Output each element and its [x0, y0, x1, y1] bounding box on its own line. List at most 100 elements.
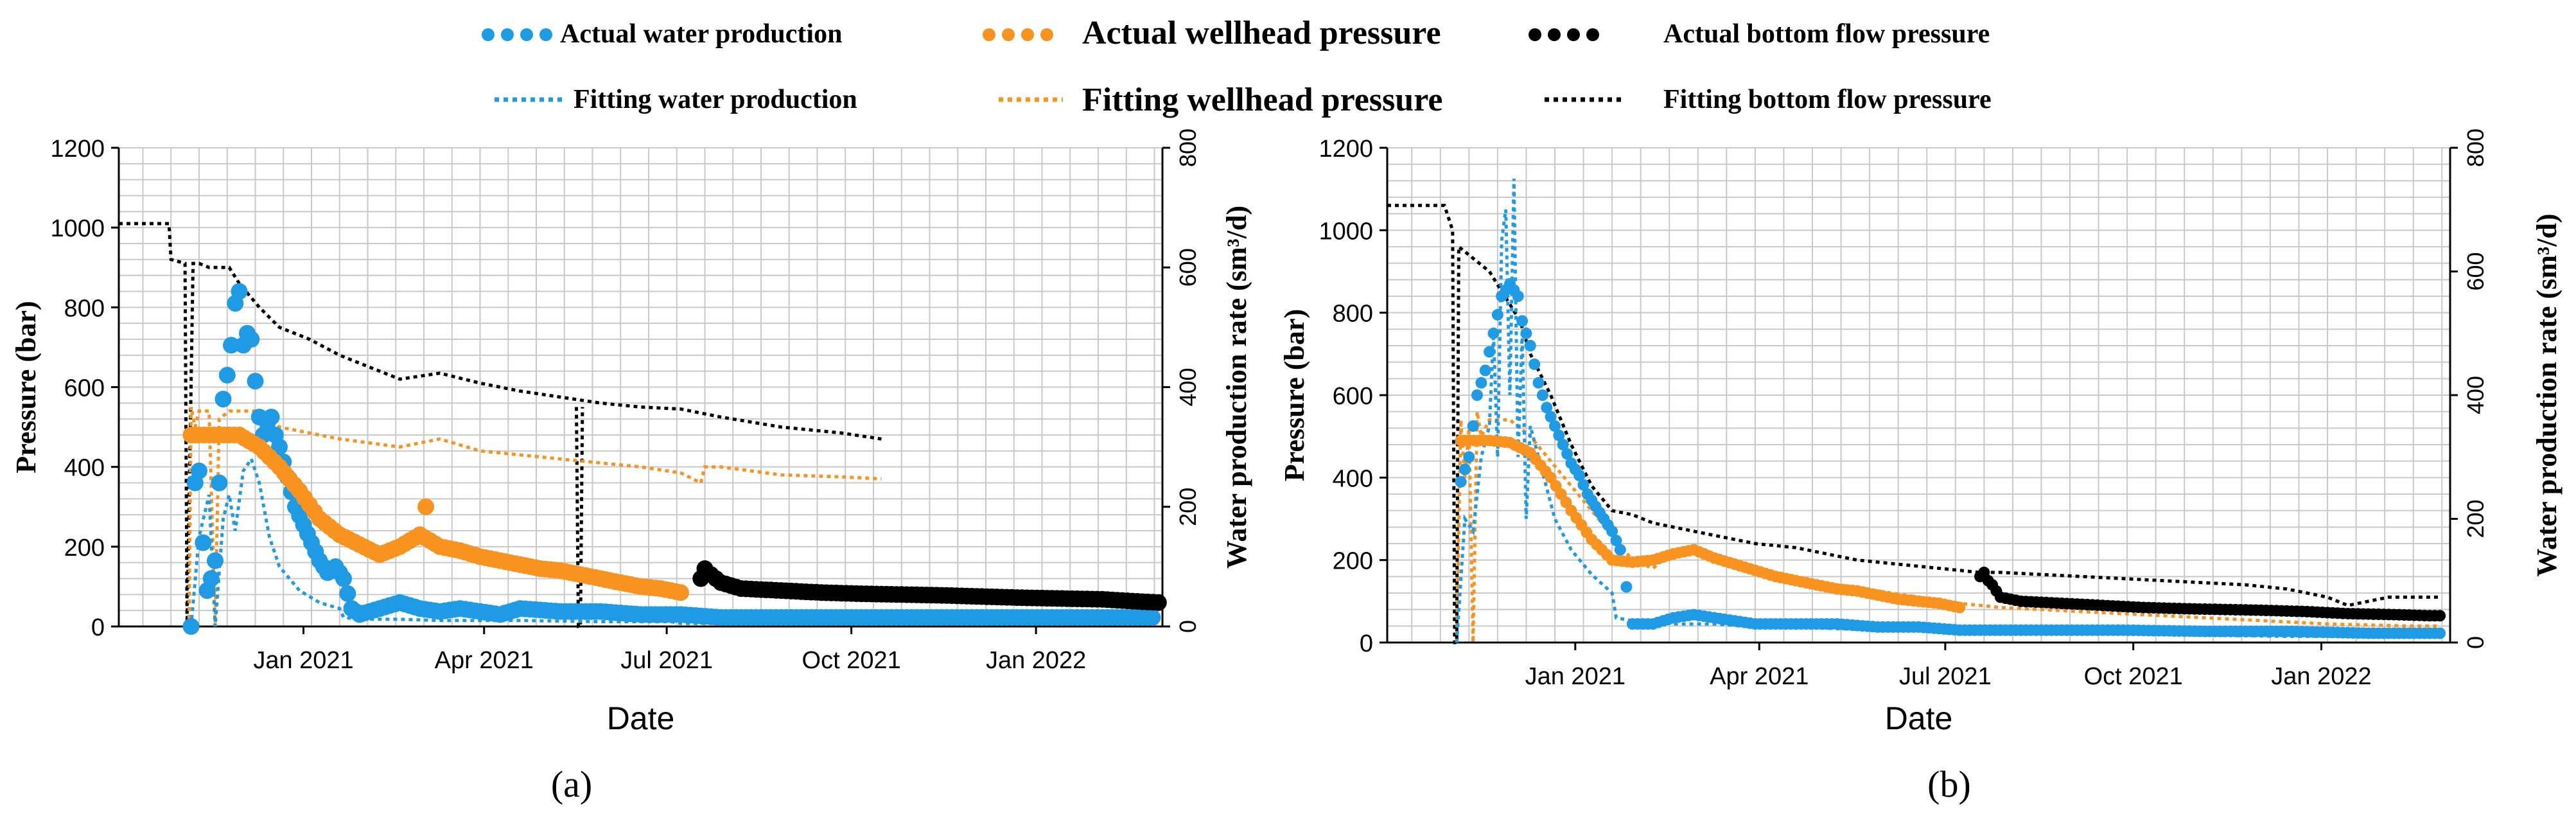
legend-dot-icon — [983, 28, 995, 41]
y-tick-label-left: 800 — [1333, 301, 1373, 328]
y-tick-label-left: 600 — [64, 375, 105, 402]
x-tick-label: Jul 2021 — [1899, 663, 1992, 690]
y-tick-label-left: 1000 — [50, 215, 105, 242]
series-line-fitting-bottom-flow-pressure — [1387, 204, 2440, 644]
legend-label: Actual water production — [560, 19, 842, 49]
data-point — [218, 366, 236, 384]
legend-dot-icon — [1548, 28, 1561, 41]
legend-dot-icon — [1567, 28, 1580, 41]
series-line-fitting-bottom-flow-pressure-spike — [575, 407, 584, 628]
data-point — [1536, 389, 1548, 401]
series-line-fitting-wellhead-pressure — [1455, 411, 2440, 643]
data-point — [1577, 479, 1590, 491]
series-group — [1387, 179, 2446, 644]
data-point — [1475, 377, 1487, 389]
series-points-actual-wellhead-pressure — [1455, 434, 1966, 614]
data-point — [1516, 315, 1529, 327]
data-point — [1545, 411, 1557, 423]
series-points-actual-water-production — [1455, 278, 2446, 639]
data-point — [1606, 525, 1618, 537]
data-point — [1561, 448, 1573, 460]
data-point — [1459, 463, 1471, 475]
data-point — [1491, 308, 1503, 321]
data-point — [1471, 389, 1483, 401]
data-point — [1555, 488, 1567, 500]
data-point — [195, 534, 212, 551]
series-points-actual-wellhead-pressure — [182, 427, 689, 601]
legend-item-actual-water: Actual water production — [482, 19, 842, 49]
data-point — [1545, 472, 1557, 484]
y-tick-label-left: 1200 — [1319, 136, 1373, 163]
y-tick-label-right: 200 — [1175, 488, 1201, 526]
y-tick-label-left: 400 — [1333, 465, 1373, 492]
y-axis-title-right: Water production rate (sm³/d) — [2531, 213, 2563, 576]
data-point — [1549, 420, 1561, 432]
legend-dot-icon — [539, 28, 552, 41]
data-point — [1560, 496, 1572, 508]
x-tick-label: Oct 2021 — [2084, 663, 2183, 690]
y-tick-label-right: 600 — [2462, 252, 2489, 290]
grid-lines — [1387, 147, 2450, 643]
legend-dot-icon — [1586, 28, 1599, 41]
legend-item-fitting-water: Fitting water production — [495, 85, 857, 114]
data-point — [243, 331, 260, 348]
y-tick-label-right: 400 — [2462, 376, 2489, 414]
data-point — [247, 373, 264, 390]
y-tick-label-left: 1200 — [50, 136, 105, 163]
x-tick-label: Jan 2021 — [1525, 663, 1625, 690]
legend-dot-icon — [1002, 28, 1015, 41]
chart-panel-b: 0 200 400 600 800 1000 1200 0 200 400 600 800 Jan 20… — [1279, 129, 2563, 805]
data-point — [339, 585, 356, 602]
x-tick-label: Apr 2021 — [435, 647, 534, 674]
data-point — [211, 474, 228, 492]
y-axis-title-left: Pressure (bar) — [1279, 309, 1310, 481]
y-tick-label-right: 400 — [1175, 368, 1201, 406]
y-tick-label-right: 800 — [1175, 129, 1201, 167]
legend-label: Fitting wellhead pressure — [1082, 82, 1442, 118]
data-point — [1620, 581, 1633, 593]
data-point — [1455, 475, 1467, 488]
data-point — [215, 391, 232, 408]
data-point — [1954, 601, 1966, 614]
legend-item-fitting-bottom: Fitting bottom flow pressure — [1545, 85, 1992, 114]
series-points-actual-bottom-flow-pressure — [692, 560, 1167, 611]
legend: Actual water production Actual wellhead … — [482, 15, 1992, 118]
y-tick-label-left: 800 — [64, 295, 105, 322]
data-point — [417, 498, 435, 515]
series-points-actual-wellhead-pressure-outlier — [417, 498, 435, 515]
y-tick-label-left: 200 — [64, 535, 105, 562]
x-axis-title: Date — [607, 700, 675, 736]
data-point — [1463, 451, 1475, 463]
y-tick-label-left: 1000 — [1319, 218, 1373, 245]
series-line-fitting-bottom-flow-pressure — [119, 222, 882, 627]
legend-label: Actual bottom flow pressure — [1663, 19, 1990, 49]
y-axis-title-left: Pressure (bar) — [10, 301, 42, 473]
y-tick-label-right: 0 — [1175, 620, 1201, 633]
legend-dot-icon — [520, 28, 533, 41]
data-point — [202, 570, 220, 587]
data-point — [191, 462, 207, 479]
y-tick-label-right: 0 — [2462, 636, 2489, 649]
y-tick-label-left: 400 — [64, 455, 105, 482]
legend-dot-icon — [501, 28, 514, 41]
data-point — [335, 570, 352, 587]
legend-label: Actual wellhead pressure — [1082, 15, 1441, 51]
data-point — [1532, 377, 1545, 389]
legend-item-actual-bottom: Actual bottom flow pressure — [1529, 19, 1990, 49]
data-point — [1467, 420, 1479, 432]
legend-dot-icon — [1529, 28, 1541, 41]
x-tick-label: Jan 2022 — [986, 647, 1086, 674]
y-axis-title-right: Water production rate (sm³/d) — [1221, 206, 1252, 569]
y-tick-label-left: 200 — [1333, 548, 1373, 575]
data-point — [1479, 364, 1491, 377]
data-point — [1144, 609, 1161, 626]
data-point — [2434, 627, 2446, 639]
data-point — [263, 409, 280, 426]
y-tick-label-left: 0 — [1360, 630, 1373, 657]
data-point — [1573, 470, 1586, 482]
data-point — [231, 283, 248, 300]
data-point — [1150, 594, 1167, 611]
legend-dot-icon — [482, 28, 495, 41]
y-tick-label-right: 200 — [2462, 499, 2489, 538]
